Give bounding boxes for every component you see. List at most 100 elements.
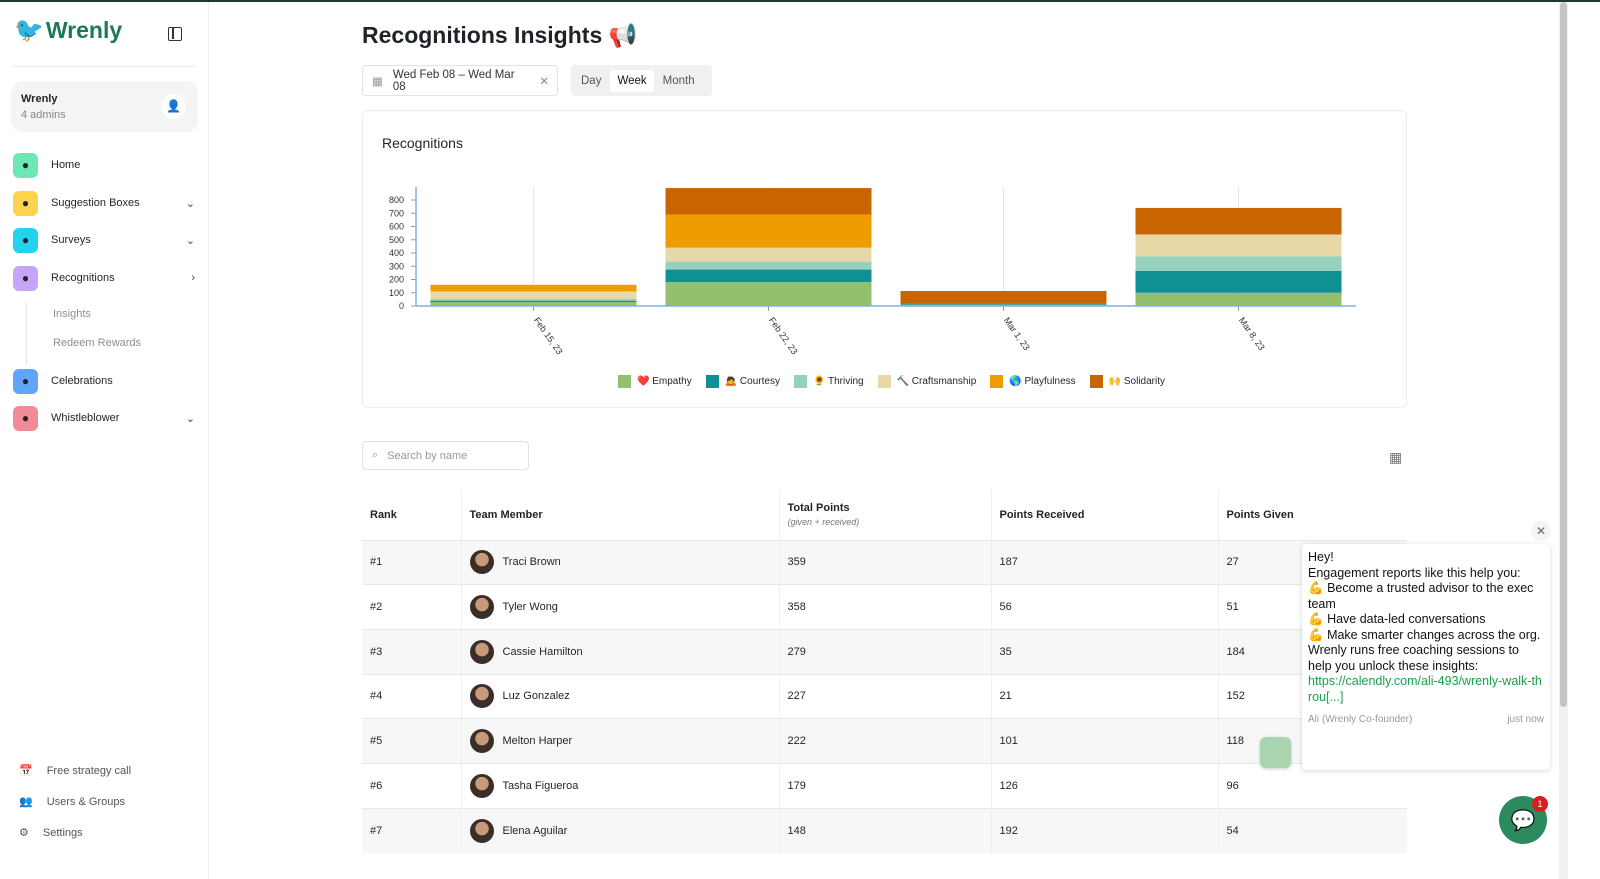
divider [12,66,196,67]
sidebar-item-home[interactable]: ● Home [13,152,195,178]
rank: #3 [362,628,462,675]
team-member: Luz Gonzalez [461,673,780,719]
legend-item[interactable]: ❤️ Empathy [618,375,692,388]
bar-segment [665,188,872,215]
bar-segment [665,247,872,262]
avatar [469,639,494,664]
close-chat-icon[interactable]: ✕ [1531,521,1551,541]
scrollbar[interactable] [1559,2,1568,879]
points-received: 101 [991,718,1219,764]
points-received: 187 [991,539,1219,585]
avatar [469,773,494,798]
legend-item[interactable]: 🙌 Solidarity [1089,375,1165,388]
chevron-icon[interactable]: ⌄ [185,234,195,247]
date-range-picker[interactable]: ▦ Wed Feb 08 – Wed Mar 08 ✕ [362,65,558,96]
avatar [469,818,494,843]
search-input[interactable]: ⌕ Search by name [362,441,529,470]
legend-swatch [1089,375,1103,388]
bird-icon: 🐦 [14,17,44,44]
y-tick-label: 700 [389,208,404,218]
col-points-given[interactable]: Points Given [1226,508,1294,521]
chart-title: Recognitions [382,135,463,151]
clipboard-icon: ● [13,227,38,253]
sidebar-item-recognitions[interactable]: ● Recognitions › [13,265,195,291]
table-row[interactable]: #2 Tyler Wong 358 56 51 [362,584,1407,630]
col-rank[interactable]: Rank [362,490,462,540]
period-day[interactable]: Day [581,74,602,87]
sidebar-item-whistleblower[interactable]: ● Whistleblower ⌄ [13,405,195,431]
y-tick-label: 800 [389,195,404,205]
bar-segment [430,298,637,301]
bar-segment [900,303,1107,305]
team-member: Tasha Figueroa [461,762,780,809]
users-groups-link[interactable]: 👥 Users & Groups [19,795,125,809]
period-toggle: Day Week Month [571,65,712,96]
table-row[interactable]: #1 Traci Brown 359 187 27 [362,539,1407,585]
flexed-biceps-icon: 💪 [1308,612,1324,626]
period-month[interactable]: Month [662,74,695,87]
search-icon: ⌕ [372,449,379,461]
points-received: 192 [991,807,1219,853]
x-tick-label: Mar 8, 23 [1237,315,1267,352]
table-settings-icon[interactable]: ▦ [1389,449,1403,465]
logo[interactable]: 🐦 Wrenly [14,17,123,44]
table-row[interactable]: #6 Tasha Figueroa 179 126 96 [362,762,1407,809]
megaphone-icon: ● [13,405,38,431]
legend-item[interactable]: 🌻 Thriving [793,375,864,388]
team-member: Tyler Wong [461,584,780,630]
avatar [469,729,494,754]
flexed-biceps-icon: 💪 [1308,581,1324,595]
y-tick-label: 200 [389,275,404,285]
sidebar-item-suggestion-boxes[interactable]: ● Suggestion Boxes ⌄ [13,190,195,216]
bar-segment [665,269,872,283]
free-strategy-call-link[interactable]: 📅 Free strategy call [19,764,132,778]
megaphone-icon: 📢 [608,22,638,48]
sidebar-item-surveys[interactable]: ● Surveys ⌄ [13,227,195,253]
total-points: 179 [779,762,992,809]
sidebar-sub-insights[interactable]: Insights [53,308,91,320]
rank: #4 [362,673,462,719]
rank: #5 [362,718,462,764]
table-row[interactable]: #5 Melton Harper 222 101 118 [362,718,1407,764]
sidebar-item-celebrations[interactable]: ● Celebrations [13,368,195,394]
chevron-icon[interactable]: ⌄ [185,197,195,210]
legend-item[interactable]: 🔨 Craftsmanship [877,375,976,388]
bar-segment [665,261,872,270]
table-row[interactable]: #3 Cassie Hamilton 279 35 184 [362,628,1407,675]
calendly-link[interactable]: https://calendly.com/ali-493/wrenly-walk… [1308,674,1542,704]
home-icon: ● [13,152,38,178]
col-points-received[interactable]: Points Received [991,490,1219,540]
collapse-sidebar-icon[interactable] [168,27,182,41]
org-name: Wrenly [21,93,58,105]
sidebar-sub-redeem-rewards[interactable]: Redeem Rewards [53,337,142,349]
org-card[interactable]: Wrenly 4 admins 👤 [11,81,198,132]
scrollbar-thumb[interactable] [1560,2,1567,707]
table-row[interactable]: #4 Luz Gonzalez 227 21 152 [362,673,1407,719]
points-received: 126 [991,762,1219,809]
legend-item[interactable]: 🌎 Playfulness [990,375,1076,388]
flexed-biceps-icon: 💪 [1308,627,1324,642]
bar-segment [1135,292,1342,306]
points-received: 21 [991,673,1219,719]
points-received: 56 [991,584,1219,630]
total-points: 279 [779,628,992,675]
table-row[interactable]: #7 Elena Aguilar 148 192 54 [362,807,1407,853]
add-admin-icon[interactable]: 👤 [161,94,186,119]
chart-card: Recognitions 0 100 200 300 400 500 600 700 800 Fe… [362,110,1407,408]
x-tick-label: Feb 15, 23 [532,315,565,356]
calendar-icon: 📅 [19,765,33,777]
y-tick-label: 300 [389,261,404,271]
col-total-points[interactable]: Total Points (given + received) [779,490,992,540]
legend-swatch [705,375,719,388]
bar-segment [665,214,872,248]
clear-date-icon[interactable]: ✕ [539,75,549,88]
legend-item[interactable]: 🙇 Courtesy [705,375,780,388]
chevron-icon[interactable]: ⌄ [185,412,195,425]
bar-segment [430,291,637,299]
settings-link[interactable]: ⚙ Settings [19,826,83,840]
col-team-member[interactable]: Team Member [461,490,780,540]
avatar [469,550,494,575]
bar-segment [1135,207,1342,235]
chevron-icon[interactable]: › [191,272,195,284]
period-week[interactable]: Week [610,69,654,92]
